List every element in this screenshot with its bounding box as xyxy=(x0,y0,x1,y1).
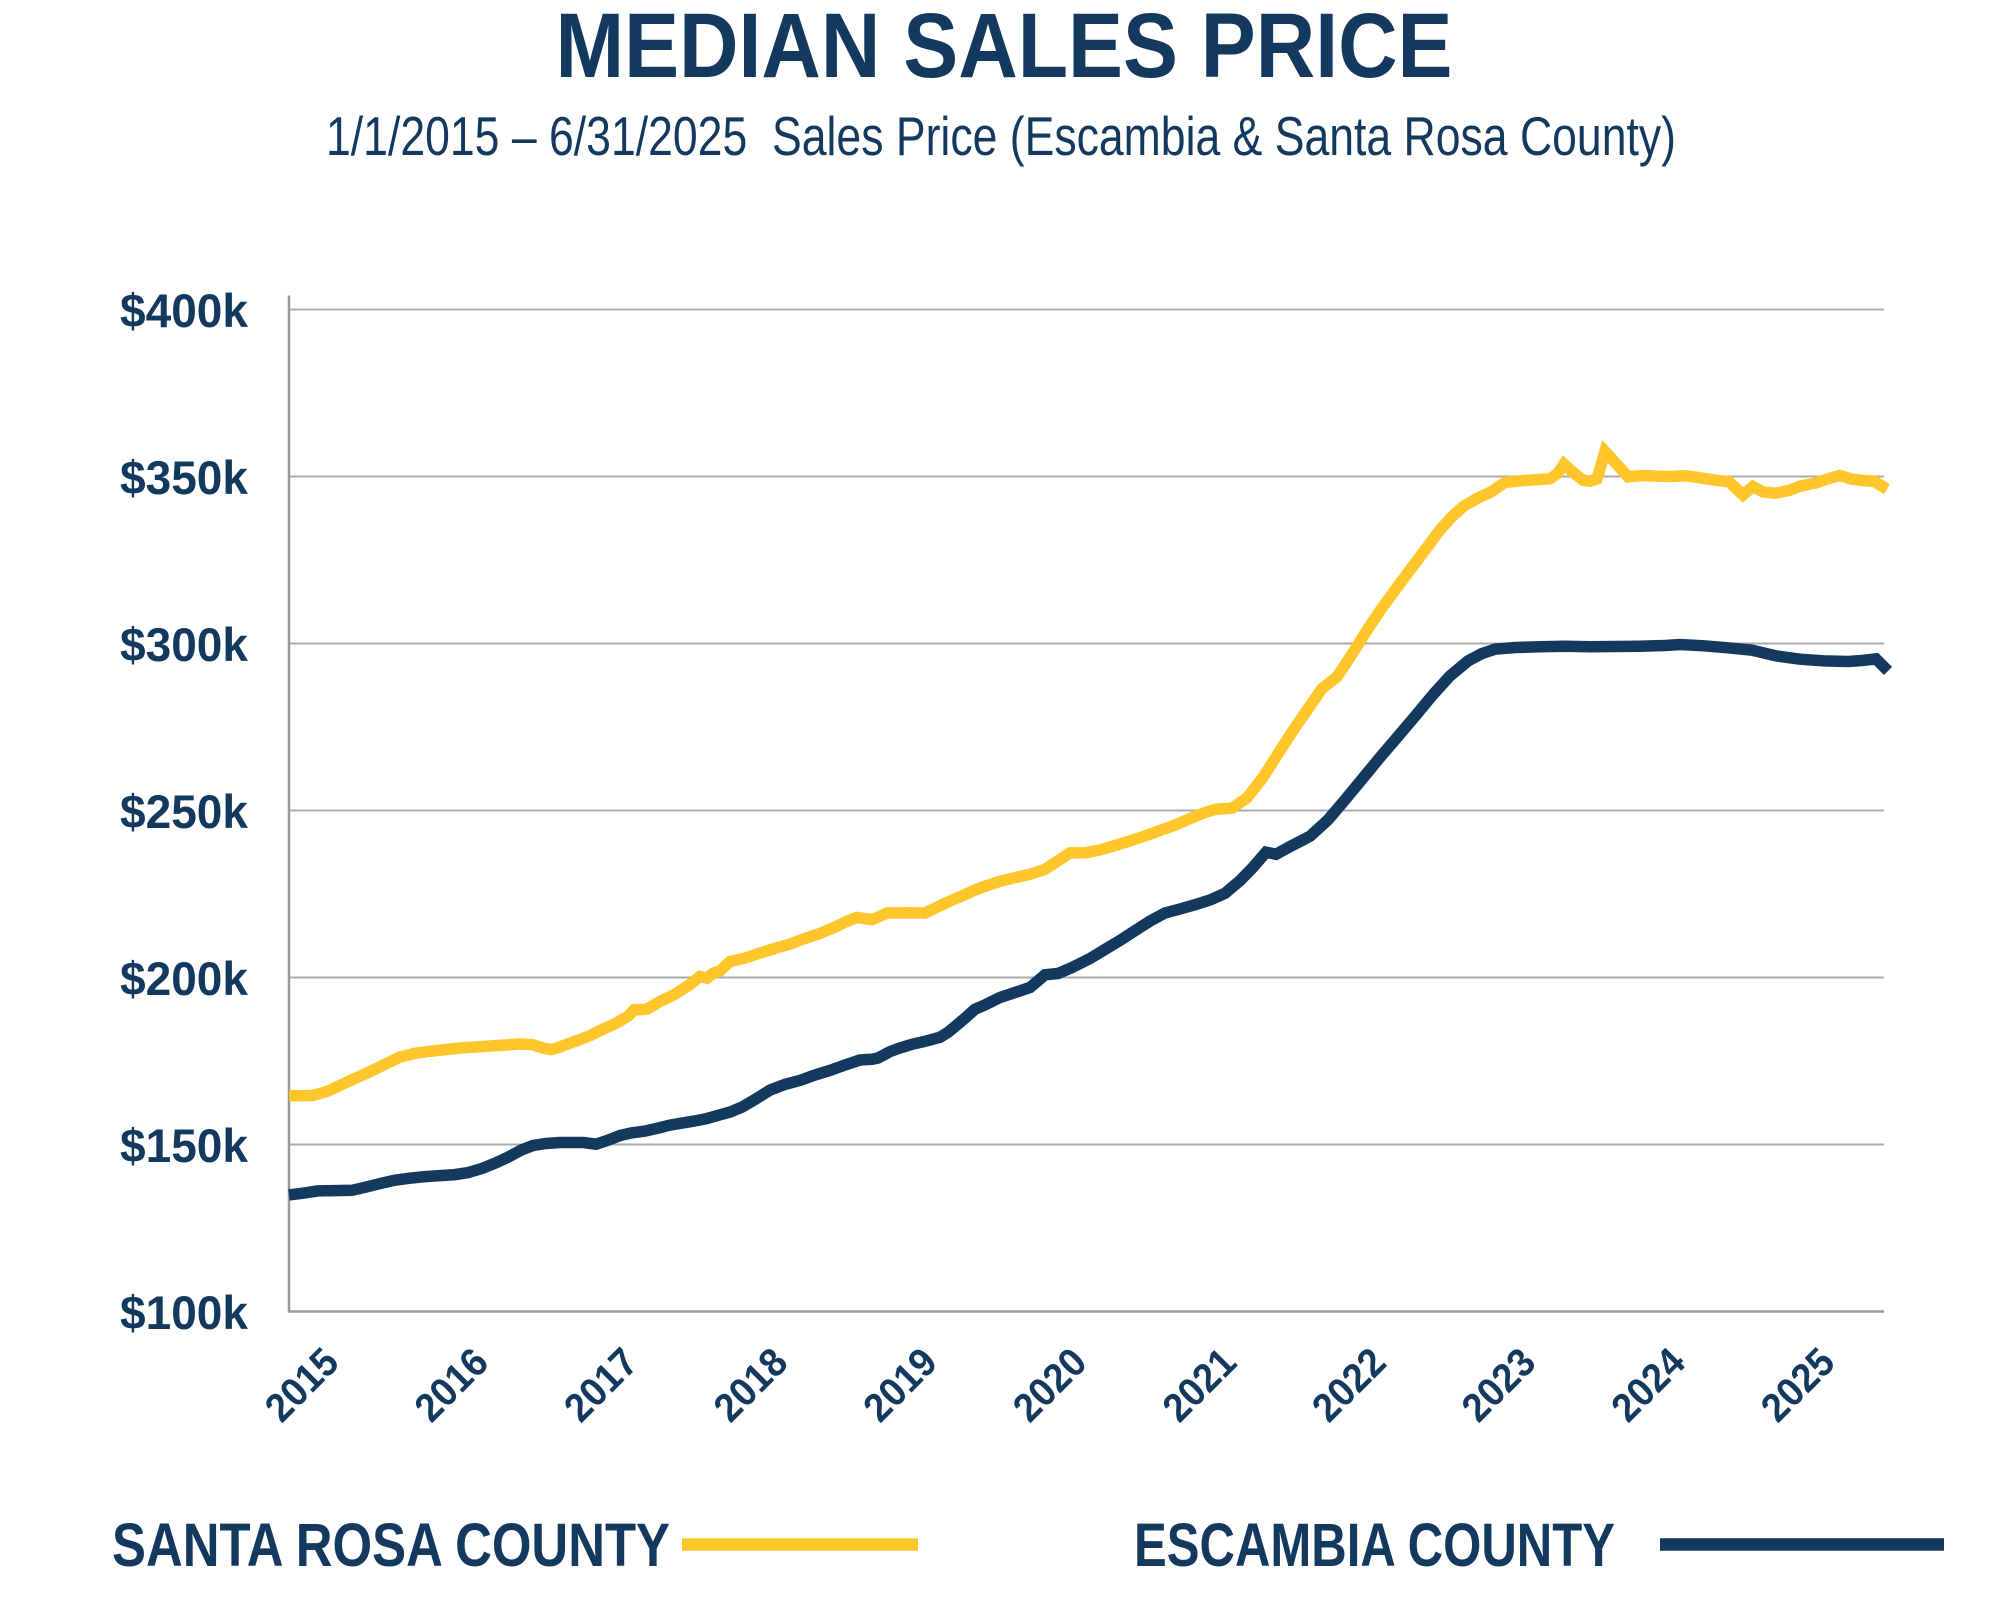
svg-text:$250k: $250k xyxy=(120,786,249,839)
svg-text:$150k: $150k xyxy=(120,1120,249,1173)
svg-text:$400k: $400k xyxy=(120,285,249,338)
svg-text:$200k: $200k xyxy=(120,953,249,1006)
svg-text:$100k: $100k xyxy=(120,1287,249,1340)
svg-text:$300k: $300k xyxy=(120,619,249,672)
svg-text:$350k: $350k xyxy=(120,452,249,505)
svg-text:SANTA ROSA COUNTY: SANTA ROSA COUNTY xyxy=(112,1511,670,1579)
svg-text:ESCAMBIA COUNTY: ESCAMBIA COUNTY xyxy=(1134,1511,1615,1579)
svg-text:MEDIAN SALES PRICE: MEDIAN SALES PRICE xyxy=(556,0,1453,97)
svg-text:1/1/2015 – 6/31/2025 Sales Pr: 1/1/2015 – 6/31/2025 Sales Price (Escamb… xyxy=(326,105,1676,167)
